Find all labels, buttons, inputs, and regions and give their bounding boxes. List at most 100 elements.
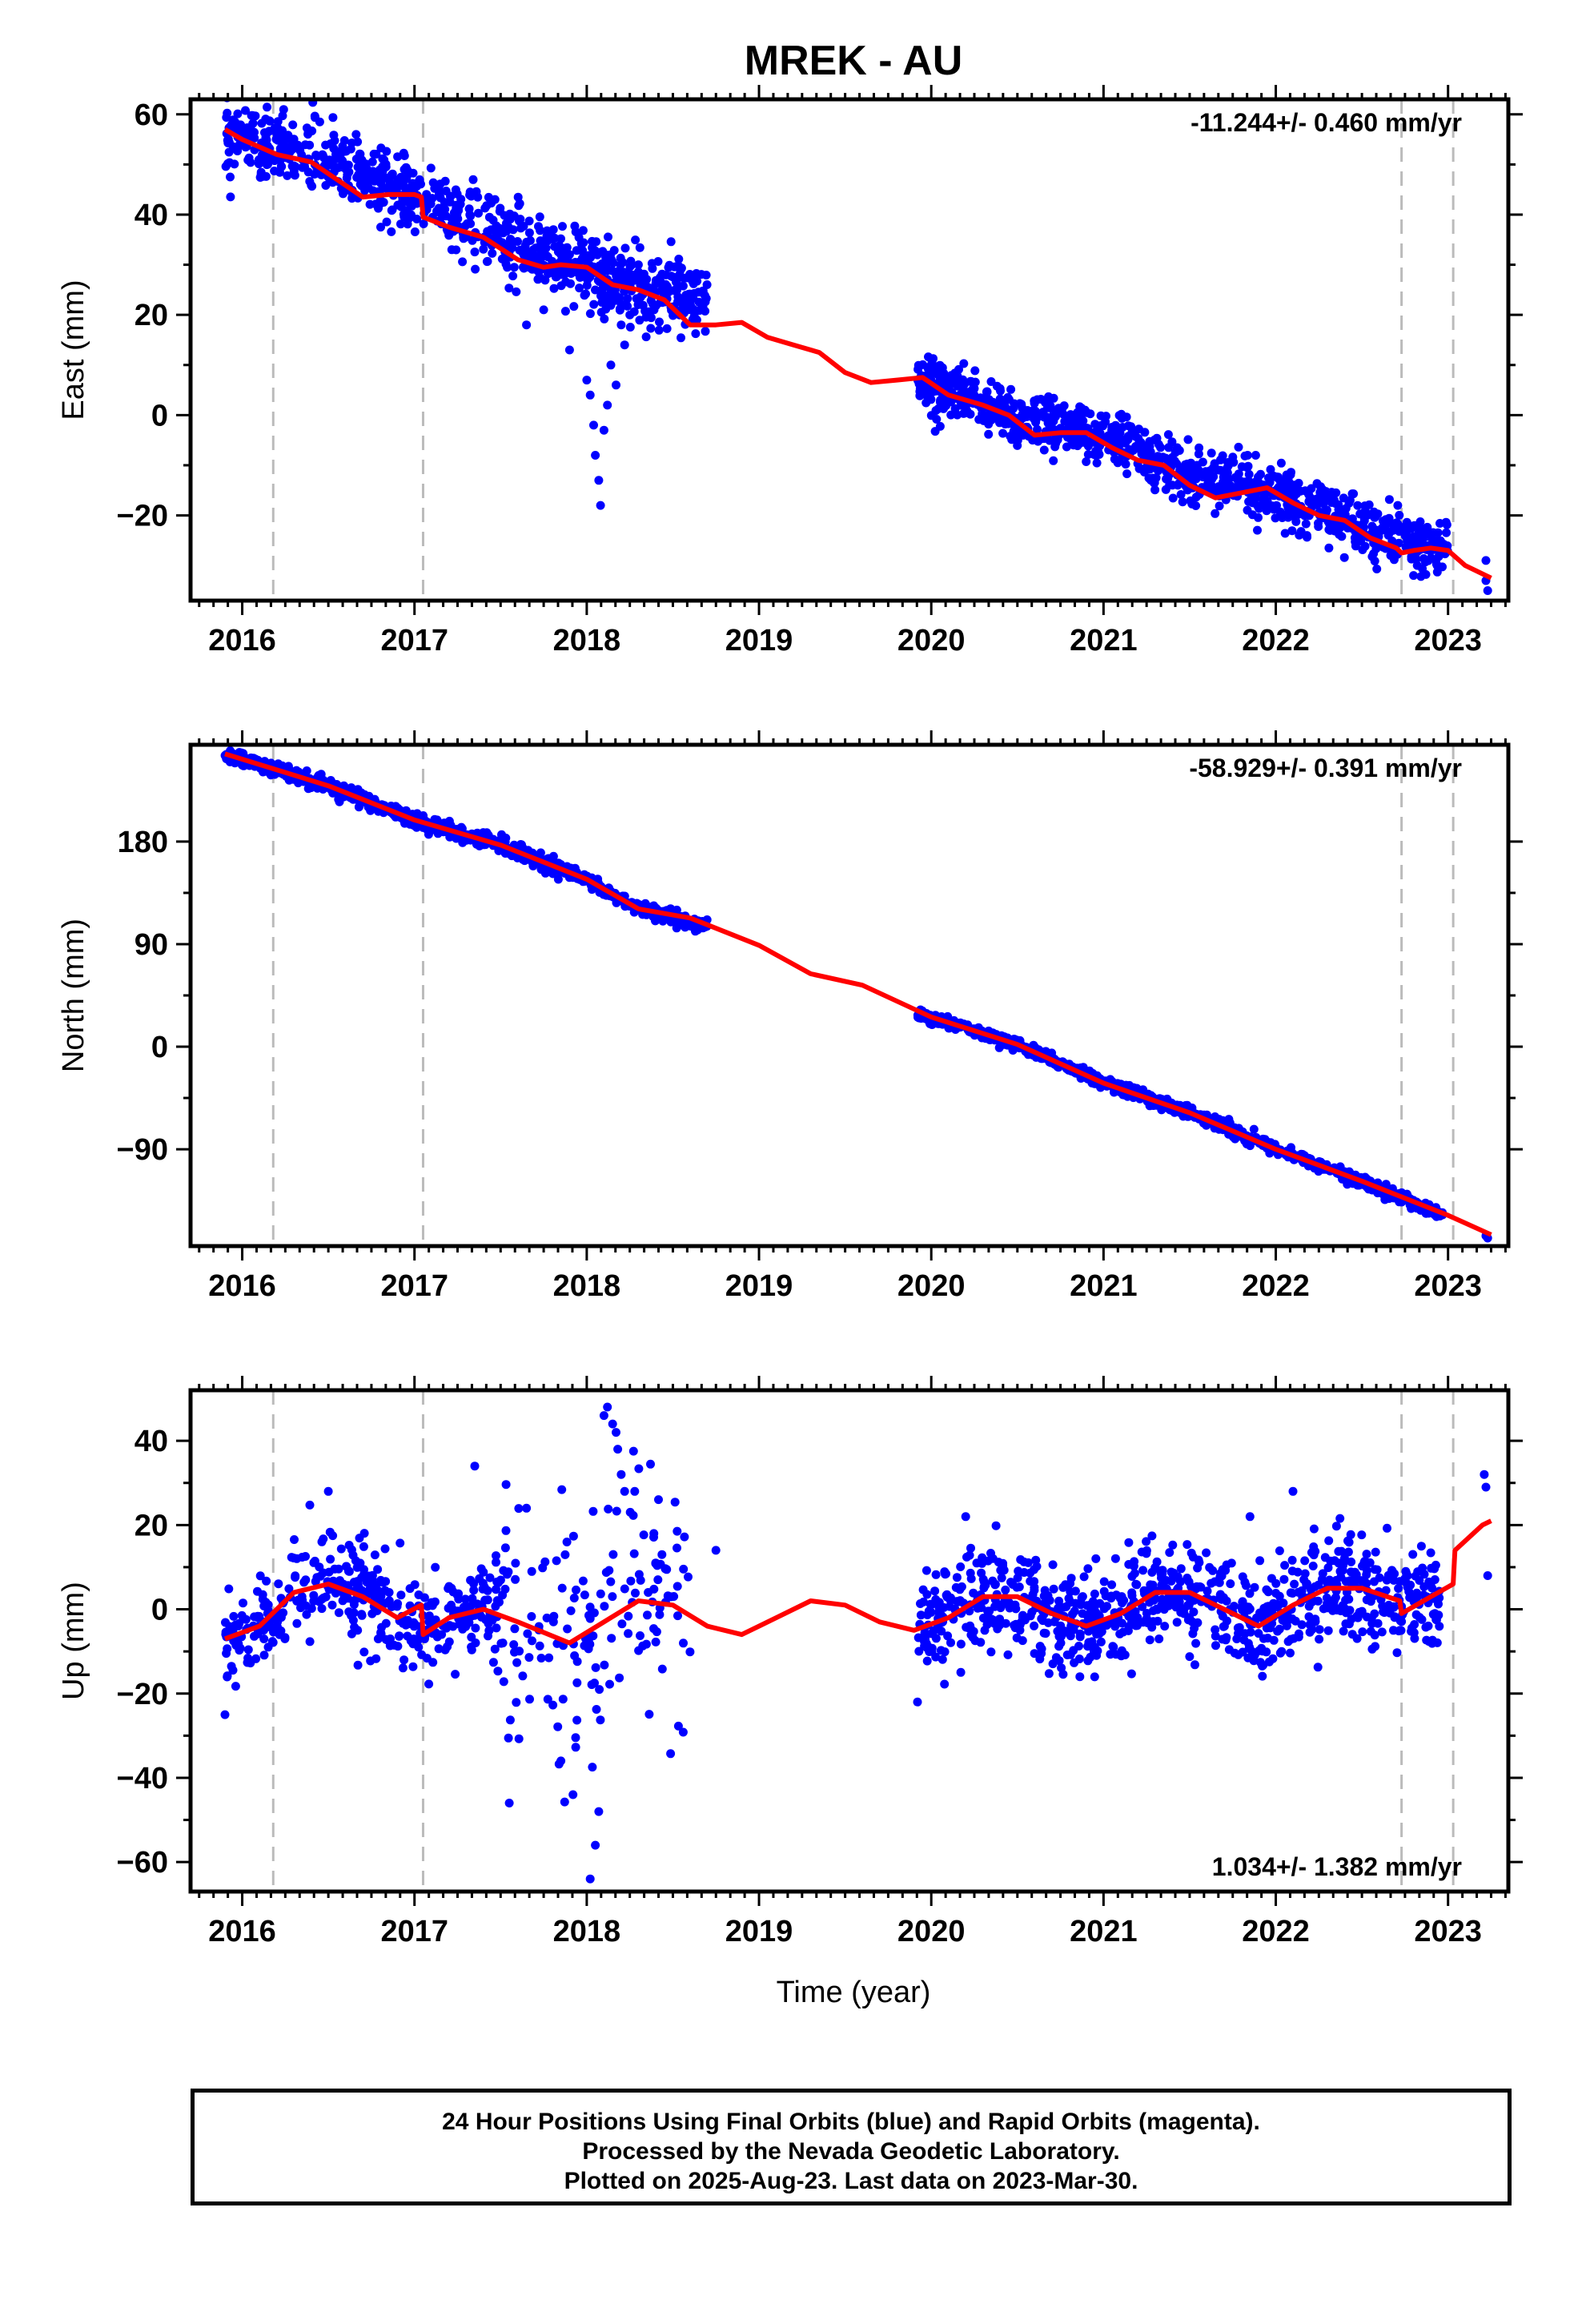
data-point [623, 294, 632, 304]
data-point [533, 275, 543, 284]
data-point [524, 216, 534, 226]
data-point [321, 140, 331, 150]
data-point [501, 834, 511, 842]
data-point [1268, 501, 1277, 511]
data-point [605, 1679, 614, 1689]
data-point [403, 219, 412, 229]
data-point [1339, 553, 1349, 562]
data-point [261, 171, 271, 181]
data-point [536, 848, 545, 858]
data-point [262, 1576, 271, 1586]
data-point [591, 1663, 600, 1672]
data-point [1160, 1622, 1170, 1631]
data-point [283, 171, 292, 180]
data-point [594, 476, 604, 485]
data-point [959, 359, 969, 368]
data-point [1091, 1554, 1101, 1563]
data-point [492, 1623, 501, 1633]
data-point [269, 1627, 278, 1637]
data-point [607, 255, 616, 264]
data-point [597, 298, 607, 308]
data-point [604, 232, 612, 242]
data-point [1330, 526, 1339, 536]
data-point [1372, 565, 1382, 573]
data-point [243, 1645, 253, 1655]
data-point [291, 1571, 300, 1581]
data-point [382, 147, 391, 156]
data-point [527, 1612, 536, 1621]
data-point [1145, 1635, 1154, 1645]
data-point [498, 1638, 508, 1648]
data-point [275, 167, 284, 177]
data-point [528, 1636, 536, 1646]
data-point [1121, 460, 1130, 469]
data-point [1120, 435, 1130, 444]
data-point [440, 204, 450, 214]
data-point [1402, 527, 1411, 537]
data-point [504, 283, 514, 293]
data-point [307, 127, 317, 135]
data-point [518, 1671, 528, 1681]
data-point [353, 137, 363, 147]
data-point [428, 178, 438, 187]
plot-area-north [220, 745, 1492, 1246]
data-point [255, 1611, 263, 1621]
data-point [387, 179, 396, 188]
data-point [1442, 520, 1452, 529]
data-point [575, 283, 584, 293]
data-point [311, 151, 321, 160]
data-point [1349, 489, 1359, 499]
x-tick-label: 2022 [1242, 624, 1310, 657]
data-point [607, 1634, 616, 1643]
data-point [1226, 1579, 1235, 1589]
data-point [519, 251, 528, 260]
data-point [451, 1670, 460, 1679]
data-point [378, 154, 387, 163]
data-point [1314, 522, 1323, 531]
data-point [334, 794, 343, 804]
data-point [1163, 430, 1173, 440]
data-point [644, 307, 654, 316]
data-point [599, 425, 608, 435]
data-point [553, 1722, 563, 1731]
data-point [428, 1658, 438, 1667]
data-point [1253, 525, 1262, 535]
data-point [662, 1565, 672, 1574]
data-point [946, 410, 956, 420]
data-point [417, 1650, 427, 1659]
data-point [259, 1602, 269, 1610]
data-point [492, 1551, 500, 1561]
data-point [525, 1695, 534, 1704]
data-point [541, 243, 551, 253]
x-tick-label: 2016 [208, 624, 276, 657]
data-point [343, 160, 352, 170]
data-point [478, 1578, 488, 1588]
data-point [229, 1611, 239, 1621]
data-point [1049, 393, 1058, 403]
data-point [432, 207, 442, 215]
data-point [1312, 501, 1322, 510]
data-point [653, 257, 663, 266]
data-point [456, 195, 466, 204]
data-point [664, 263, 673, 272]
data-point [467, 1645, 476, 1655]
x-tick-label: 2022 [1242, 1269, 1310, 1303]
data-point [1370, 557, 1379, 566]
data-point [247, 111, 256, 120]
data-point [946, 377, 956, 386]
data-point [544, 268, 553, 278]
data-point [603, 400, 612, 410]
data-point [458, 1624, 468, 1634]
data-point [380, 1544, 390, 1554]
data-point [612, 1506, 621, 1516]
chart-title: MREK - AU [745, 38, 963, 84]
data-point [657, 1664, 667, 1674]
data-point [223, 108, 232, 118]
data-point [566, 1606, 576, 1615]
data-point [1101, 417, 1110, 427]
data-point [271, 90, 280, 99]
data-point [1409, 571, 1419, 581]
data-point [548, 235, 557, 243]
data-point [1207, 448, 1216, 458]
